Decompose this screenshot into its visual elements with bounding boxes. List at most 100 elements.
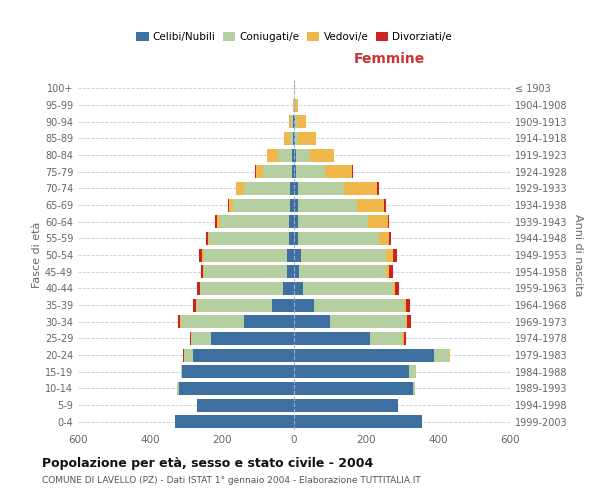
Bar	[294, 315, 411, 328]
Bar	[289, 115, 294, 128]
Bar	[294, 332, 404, 345]
Bar	[244, 182, 294, 195]
Bar	[292, 148, 294, 162]
Bar	[177, 382, 294, 395]
Bar	[294, 248, 301, 262]
Bar	[211, 332, 294, 345]
Bar	[294, 248, 397, 262]
Bar	[294, 148, 334, 162]
Bar	[284, 132, 294, 145]
Bar	[294, 198, 384, 211]
Bar	[294, 265, 389, 278]
Bar	[208, 232, 294, 245]
Bar	[294, 165, 296, 178]
Bar	[294, 415, 422, 428]
Y-axis label: Anni di nascita: Anni di nascita	[573, 214, 583, 296]
Bar	[294, 232, 298, 245]
Text: COMUNE DI LAVELLO (PZ) - Dati ISTAT 1° gennaio 2004 - Elaborazione TUTTITALIA.IT: COMUNE DI LAVELLO (PZ) - Dati ISTAT 1° g…	[42, 476, 421, 485]
Bar	[182, 365, 294, 378]
Bar	[294, 132, 316, 145]
Bar	[293, 98, 294, 112]
Bar	[181, 365, 294, 378]
Bar	[202, 265, 294, 278]
Bar	[294, 265, 393, 278]
Bar	[294, 348, 449, 362]
Bar	[203, 265, 294, 278]
Bar	[293, 98, 294, 112]
Bar	[184, 348, 294, 362]
Bar	[294, 332, 402, 345]
Bar	[193, 348, 294, 362]
Bar	[206, 232, 294, 245]
Bar	[294, 415, 422, 428]
Bar	[294, 115, 295, 128]
Bar	[292, 165, 294, 178]
Bar	[294, 398, 398, 411]
Bar	[294, 198, 386, 211]
Bar	[294, 315, 407, 328]
Bar	[294, 165, 325, 178]
Bar	[294, 398, 398, 411]
Bar	[294, 282, 395, 295]
Bar	[294, 348, 449, 362]
Bar	[294, 398, 398, 411]
Bar	[294, 382, 413, 395]
Bar	[294, 115, 305, 128]
Bar	[294, 215, 389, 228]
Y-axis label: Fasce di età: Fasce di età	[32, 222, 42, 288]
Bar	[263, 165, 294, 178]
Bar	[294, 248, 386, 262]
Bar	[244, 315, 294, 328]
Bar	[294, 248, 393, 262]
Bar	[294, 232, 391, 245]
Bar	[294, 182, 344, 195]
Bar	[197, 398, 294, 411]
Bar	[217, 215, 294, 228]
Bar	[175, 415, 294, 428]
Bar	[294, 215, 388, 228]
Bar	[197, 298, 294, 312]
Bar	[294, 182, 377, 195]
Bar	[294, 415, 422, 428]
Bar	[294, 348, 434, 362]
Bar	[294, 98, 295, 112]
Bar	[294, 98, 298, 112]
Bar	[294, 165, 353, 178]
Bar	[256, 165, 294, 178]
Bar	[294, 198, 298, 211]
Bar	[197, 398, 294, 411]
Bar	[175, 415, 294, 428]
Bar	[294, 298, 410, 312]
Bar	[294, 365, 409, 378]
Bar	[184, 348, 294, 362]
Bar	[294, 232, 389, 245]
Text: Femmine: Femmine	[353, 52, 425, 66]
Bar	[191, 332, 294, 345]
Bar	[181, 365, 294, 378]
Bar	[220, 215, 294, 228]
Bar	[294, 232, 379, 245]
Bar	[184, 348, 294, 362]
Bar	[294, 215, 368, 228]
Bar	[284, 132, 294, 145]
Bar	[294, 348, 450, 362]
Bar	[256, 165, 294, 178]
Bar	[294, 282, 399, 295]
Bar	[294, 115, 296, 128]
Bar	[294, 82, 295, 95]
Bar	[193, 298, 294, 312]
Bar	[294, 298, 314, 312]
Bar	[294, 148, 310, 162]
Bar	[294, 132, 298, 145]
Bar	[294, 415, 422, 428]
Bar	[267, 148, 294, 162]
Bar	[209, 232, 294, 245]
Bar	[197, 282, 294, 295]
Bar	[294, 265, 299, 278]
Bar	[200, 282, 294, 295]
Bar	[196, 298, 294, 312]
Bar	[294, 382, 415, 395]
Bar	[202, 248, 294, 262]
Bar	[236, 182, 294, 195]
Bar	[294, 165, 352, 178]
